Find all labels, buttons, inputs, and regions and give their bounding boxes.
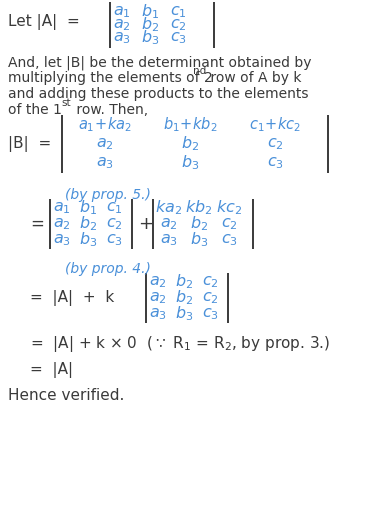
Text: $b_1$: $b_1$ <box>79 199 97 217</box>
Text: multiplying the elements of 2: multiplying the elements of 2 <box>8 71 213 85</box>
Text: =  |A| + k $\times$ 0  ($\because$ R$_1$ = R$_2$, by prop. 3.): = |A| + k $\times$ 0 ($\because$ R$_1$ =… <box>30 334 330 354</box>
Text: $b_2$: $b_2$ <box>190 215 208 233</box>
Text: And, let |B| be the determinant obtained by: And, let |B| be the determinant obtained… <box>8 55 312 70</box>
Text: $kb_2$: $kb_2$ <box>185 199 213 217</box>
Text: $kc_2$: $kc_2$ <box>216 199 242 217</box>
Text: $c_2$: $c_2$ <box>267 136 283 152</box>
Text: $c_3$: $c_3$ <box>220 232 238 248</box>
Text: $c_2$: $c_2$ <box>221 216 238 232</box>
Text: $a_1\!+\!ka_2$: $a_1\!+\!ka_2$ <box>78 116 132 134</box>
Text: $b_2$: $b_2$ <box>175 288 193 307</box>
Text: $c_2$: $c_2$ <box>169 17 186 33</box>
Text: $a_2$: $a_2$ <box>53 216 71 232</box>
Text: $c_2$: $c_2$ <box>106 216 122 232</box>
Text: =  |A|: = |A| <box>30 362 73 378</box>
Text: $b_3$: $b_3$ <box>79 231 97 249</box>
Text: $c_3$: $c_3$ <box>201 306 218 322</box>
Text: $b_2$: $b_2$ <box>175 272 193 291</box>
Text: $b_3$: $b_3$ <box>175 305 193 323</box>
Text: and adding these products to the elements: and adding these products to the element… <box>8 87 309 101</box>
Text: $a_1$: $a_1$ <box>113 4 131 20</box>
Text: =  |A|  +  k: = |A| + k <box>30 290 114 306</box>
Text: $c_1$: $c_1$ <box>106 200 122 216</box>
Text: $b_1$: $b_1$ <box>141 3 159 21</box>
Text: $c_3$: $c_3$ <box>169 30 187 46</box>
Text: (by prop. 5.): (by prop. 5.) <box>65 188 151 202</box>
Text: $b_2$: $b_2$ <box>181 134 199 153</box>
Text: $c_1\!+\!kc_2$: $c_1\!+\!kc_2$ <box>249 116 301 134</box>
Text: $c_3$: $c_3$ <box>266 155 283 171</box>
Text: $c_2$: $c_2$ <box>202 274 218 290</box>
Text: $b_3$: $b_3$ <box>141 29 159 47</box>
Text: $a_3$: $a_3$ <box>160 232 178 248</box>
Text: of the 1: of the 1 <box>8 103 62 117</box>
Text: (by prop. 4.): (by prop. 4.) <box>65 262 151 276</box>
Text: $a_2$: $a_2$ <box>149 290 167 306</box>
Text: $a_3$: $a_3$ <box>53 232 71 248</box>
Text: Let |A|  =: Let |A| = <box>8 14 80 30</box>
Text: $c_3$: $c_3$ <box>106 232 122 248</box>
Text: $a_2$: $a_2$ <box>113 17 131 33</box>
Text: $b_3$: $b_3$ <box>190 231 208 249</box>
Text: nd: nd <box>193 66 206 76</box>
Text: =: = <box>30 215 44 233</box>
Text: $a_1$: $a_1$ <box>53 200 71 216</box>
Text: $b_2$: $b_2$ <box>79 215 97 233</box>
Text: $b_1\!+\!kb_2$: $b_1\!+\!kb_2$ <box>163 116 217 134</box>
Text: $a_2$: $a_2$ <box>149 274 167 290</box>
Text: $a_3$: $a_3$ <box>149 306 167 322</box>
Text: $a_3$: $a_3$ <box>113 30 131 46</box>
Text: row of A by k: row of A by k <box>206 71 301 85</box>
Text: Hence verified.: Hence verified. <box>8 388 124 403</box>
Text: row. Then,: row. Then, <box>72 103 148 117</box>
Text: $a_2$: $a_2$ <box>160 216 178 232</box>
Text: st: st <box>61 98 71 108</box>
Text: $a_2$: $a_2$ <box>96 136 114 152</box>
Text: $ka_2$: $ka_2$ <box>155 199 182 217</box>
Text: $a_3$: $a_3$ <box>96 155 114 171</box>
Text: $c_2$: $c_2$ <box>202 290 218 306</box>
Text: $b_2$: $b_2$ <box>141 15 159 35</box>
Text: $b_3$: $b_3$ <box>181 153 199 173</box>
Text: |B|  =: |B| = <box>8 136 51 152</box>
Text: $c_1$: $c_1$ <box>169 4 186 20</box>
Text: +: + <box>138 215 153 233</box>
